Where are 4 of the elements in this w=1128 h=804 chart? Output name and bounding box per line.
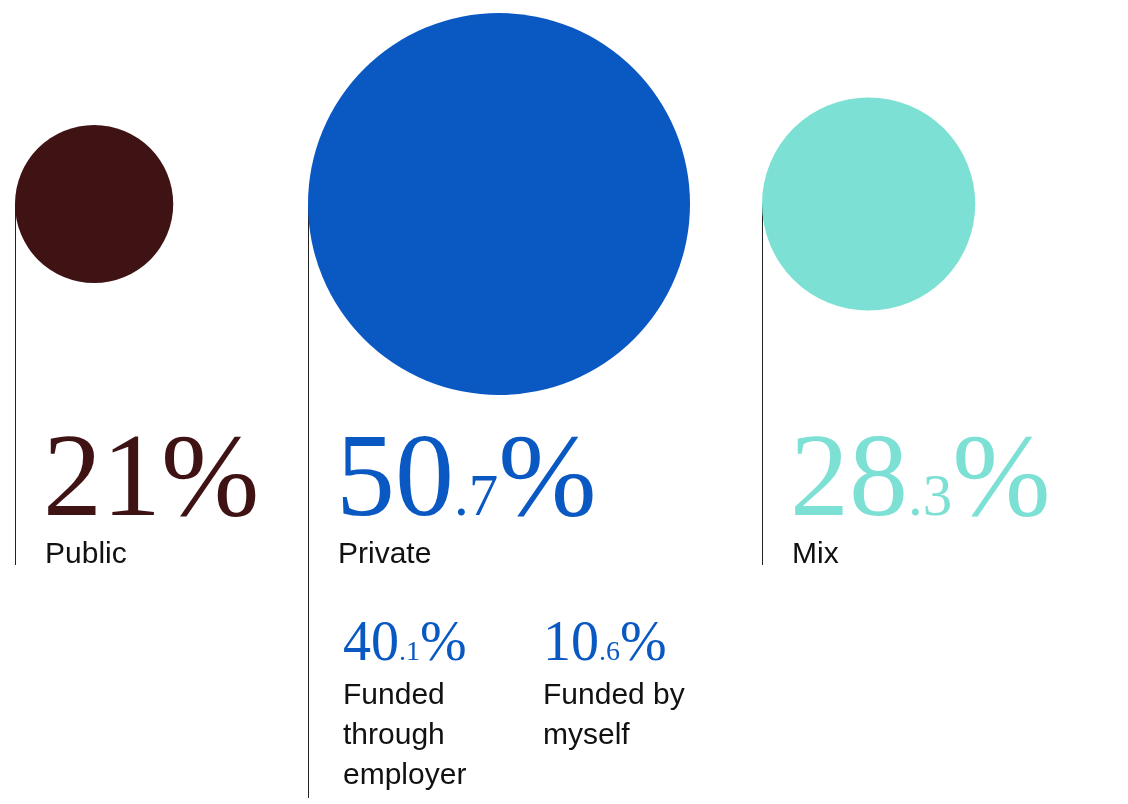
text: Funded by myself <box>543 677 685 750</box>
text: Funded through employer <box>343 677 467 790</box>
text: 40.1% <box>343 610 467 672</box>
text: 10.6% <box>543 610 667 672</box>
